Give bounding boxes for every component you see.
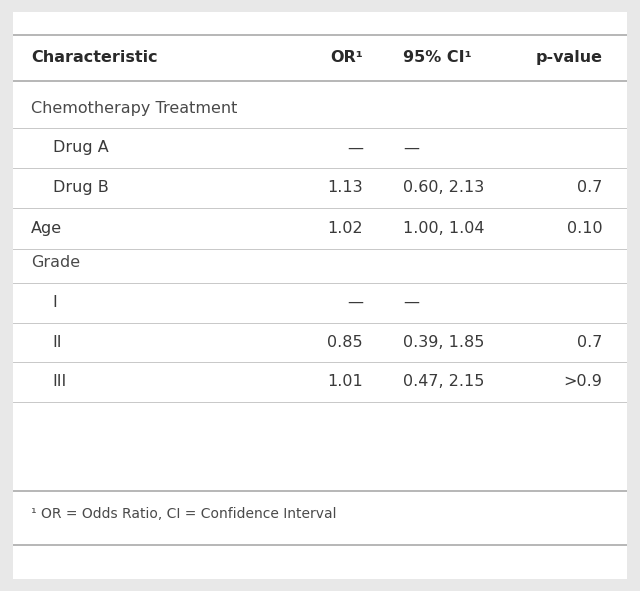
Text: 0.60, 2.13: 0.60, 2.13 [403, 180, 484, 195]
Text: Drug B: Drug B [52, 180, 109, 195]
Text: 0.85: 0.85 [328, 335, 363, 349]
Text: 95% CI¹: 95% CI¹ [403, 50, 472, 64]
Text: 0.47, 2.15: 0.47, 2.15 [403, 374, 484, 389]
Text: —: — [403, 295, 419, 310]
Text: 0.7: 0.7 [577, 180, 603, 195]
Text: 0.10: 0.10 [567, 221, 603, 236]
Text: OR¹: OR¹ [330, 50, 363, 64]
Text: II: II [52, 335, 62, 349]
Text: III: III [52, 374, 67, 389]
Text: 1.01: 1.01 [327, 374, 363, 389]
Text: Drug A: Drug A [52, 141, 109, 155]
Text: 0.39, 1.85: 0.39, 1.85 [403, 335, 484, 349]
Text: Grade: Grade [31, 255, 81, 270]
Text: ¹ OR = Odds Ratio, CI = Confidence Interval: ¹ OR = Odds Ratio, CI = Confidence Inter… [31, 507, 337, 521]
Text: —: — [347, 295, 363, 310]
Text: I: I [52, 295, 58, 310]
FancyBboxPatch shape [13, 12, 627, 579]
Text: —: — [347, 141, 363, 155]
Text: p-value: p-value [536, 50, 603, 64]
Text: 1.00, 1.04: 1.00, 1.04 [403, 221, 484, 236]
Text: 1.13: 1.13 [328, 180, 363, 195]
Text: Characteristic: Characteristic [31, 50, 158, 64]
Text: 1.02: 1.02 [328, 221, 363, 236]
Text: 0.7: 0.7 [577, 335, 603, 349]
Text: >0.9: >0.9 [564, 374, 603, 389]
Text: Chemotherapy Treatment: Chemotherapy Treatment [31, 101, 237, 116]
Text: Age: Age [31, 221, 62, 236]
Text: —: — [403, 141, 419, 155]
